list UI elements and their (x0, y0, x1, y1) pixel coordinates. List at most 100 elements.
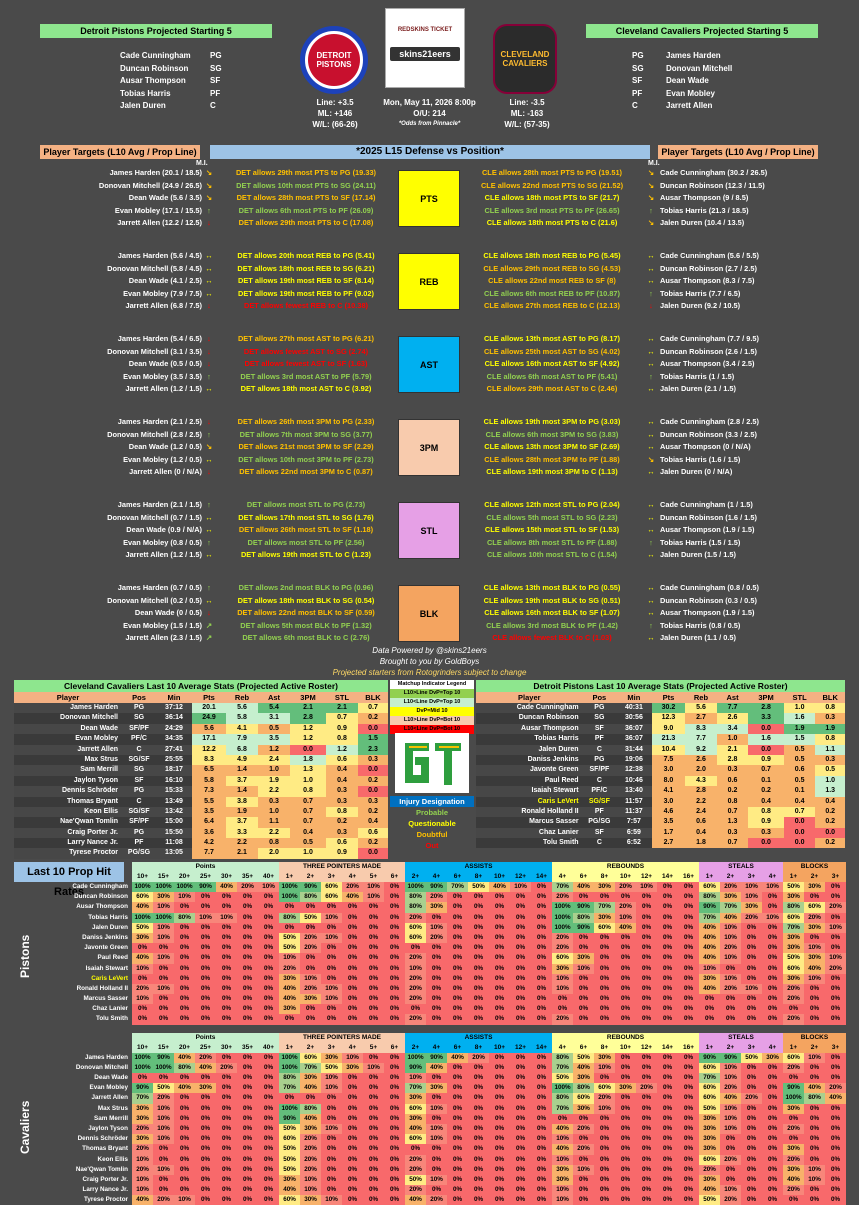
hit-rate-cell: 0% (132, 973, 153, 984)
stat-cell: 3.0 (651, 765, 686, 776)
hit-rate-col: 6+ (384, 1042, 405, 1053)
hit-rate-cell: 0% (237, 1073, 258, 1084)
stat-cell: 0.8 (748, 806, 784, 818)
defense-rank-det: DET allows 27th most AST to PG (6.21) (237, 334, 375, 343)
hit-rate-row: Dean Wade 0% 0% 0% 0% 0% 0% 0% 80% 30% 10% 0% 0% 0% 10… (14, 1073, 846, 1084)
hit-rate-row: Isaiah Stewart 10% 0% 0% 0% 0% 0% 0% 20% 0% 0% 0% 0%… (14, 963, 846, 974)
stat-row: Sam Merrill SG 18:17 6.5 1.4 1.0 1.3 0.4 0.0 (14, 765, 388, 776)
hit-rate-cell: 0% (636, 973, 657, 984)
stat-cell: PF/C (131, 735, 147, 743)
hit-rate-row: Tolu Smith 0% 0% 0% 0% 0% 0% 0% 0% 0% 0% 0% 0% 0% 20% 0… (14, 1014, 846, 1025)
hit-rate-cell: 20% (573, 1144, 594, 1155)
hit-rate-cell: 10% (720, 1113, 741, 1124)
hit-rate-cell: 60% (804, 902, 825, 913)
hit-rate-cell: 0% (573, 1113, 594, 1124)
hit-rate-cell: 10% (153, 922, 174, 933)
right-mi-label: M.I. (648, 160, 660, 167)
hit-rate-cell: 0% (258, 1004, 279, 1015)
hit-rate-cell: 10% (279, 953, 300, 964)
hit-rate-cell: 20% (720, 1154, 741, 1165)
injury-probable: Probable (415, 808, 449, 817)
hit-rate-cell: 0% (216, 1052, 237, 1063)
hit-rate-cell: 0% (258, 1164, 279, 1175)
hit-rate-team-label: Pistons (18, 935, 32, 979)
hit-rate-cell: 0% (174, 943, 195, 954)
hit-rate-cell: 0% (258, 963, 279, 974)
stat-cell: 1.1 (258, 817, 290, 828)
hit-rate-cell: 0% (531, 1164, 552, 1175)
hit-rate-cell: 0% (531, 953, 552, 964)
hit-rate-cell: 20% (405, 994, 426, 1005)
stat-cell: 0.4 (748, 796, 784, 807)
stat-cell: 0.4 (783, 796, 816, 807)
stat-cell: 0.0 (783, 827, 816, 839)
hit-rate-col: 20+ (174, 1042, 195, 1053)
trend-arrow-icon: ↔ (647, 608, 655, 618)
hit-rate-cell: 30% (804, 882, 825, 893)
hit-rate-cell: 0% (342, 1164, 363, 1175)
hit-rate-row: Larry Nance Jr. 10% 0% 0% 0% 0% 0% 0% 40% 10% 0% 0%… (14, 1185, 846, 1196)
stat-cell: 1.6 (783, 713, 816, 724)
hit-rate-cell: 0% (573, 1154, 594, 1165)
hit-rate-col-row: 10+ 15+ 20+ 25+ 30+ 35+ 40+ 1+ 2+ 3+ 4+ 5+ 6+ 2+ 4+ 6+ 8… (132, 872, 846, 882)
hit-rate-cell: 0% (762, 1144, 783, 1155)
hit-rate-cell: 0% (510, 912, 531, 923)
hit-rate-cell: 0% (405, 943, 426, 954)
stat-cell: 11:57 (625, 797, 643, 805)
hit-rate-col: 1+ (279, 872, 300, 882)
hit-rate-col: 8+ (594, 1042, 615, 1053)
trend-arrow-icon: ↘ (647, 193, 655, 203)
hit-rate-cell: 0% (636, 1174, 657, 1186)
hit-rate-cell: 10% (573, 963, 594, 974)
stat-cell: 2.1 (326, 703, 358, 714)
stat-cell: 4.1 (651, 786, 686, 797)
det-record: W/L: (66-26) (312, 120, 358, 129)
hit-rate-cell: 0% (678, 902, 699, 913)
stat-cell: 0.7 (748, 765, 784, 776)
hit-rate-cell: 0% (615, 994, 636, 1005)
stat-cell: 2.1 (716, 744, 749, 755)
hit-rate-cell: 0% (195, 963, 216, 974)
stat-cell: 16:10 (165, 776, 183, 784)
stat-cell: 3.6 (192, 827, 226, 839)
hit-rate-cell: 100% (279, 1103, 300, 1114)
hit-rate-cell: 0% (636, 1195, 657, 1205)
stat-cell: 1.2 (326, 744, 358, 755)
hit-rate-cell: 0% (258, 1185, 279, 1196)
hit-rate-cell: 0% (300, 1004, 321, 1015)
hit-rate-cell: 50% (783, 882, 804, 893)
hit-rate-cell: 90% (153, 1052, 174, 1063)
hit-rate-cell: 0% (216, 902, 237, 913)
hit-rate-cell: 20% (720, 983, 741, 995)
stat-row: Chaz Lanier SF 6:59 1.7 0.4 0.3 0.3 0.0 0.0 (476, 827, 845, 839)
hit-rate-cell: 0% (300, 1093, 321, 1104)
stat-cell: 0.6 (716, 775, 749, 787)
injury-out: Out (425, 841, 439, 850)
stat-cell: 7.5 (651, 754, 686, 766)
hit-rate-cell: 0% (636, 1123, 657, 1135)
trend-arrow-icon: ↘ (205, 442, 213, 452)
hit-rate-row: Paul Reed 40% 10% 0% 0% 0% 0% 0% 10% 0% 0% 0% 0% 0% 20… (14, 953, 846, 964)
stat-cell: 3.5 (651, 817, 686, 828)
stat-cell: 2.8 (748, 703, 784, 714)
stat-cell: 0.5 (783, 744, 816, 755)
target-player-right: Tobias Harris (1.5 / 1.5) (660, 537, 741, 547)
stat-cell: 3.5 (192, 806, 226, 818)
hit-rate-cell: 0% (636, 902, 657, 913)
hit-rate-cell: 0% (594, 892, 615, 903)
target-player-right: Ausar Thompson (0 / N/A) (660, 442, 751, 452)
hit-rate-cell: 0% (741, 1004, 762, 1015)
hit-rate-col: 4+ (342, 1042, 363, 1053)
hit-rate-cell: 0% (342, 953, 363, 964)
hit-rate-cell: 30% (552, 1164, 573, 1175)
hit-rate-cell: 0% (489, 1144, 510, 1155)
hit-rate-cell: 10% (804, 1164, 825, 1175)
hit-rate-row: Marcus Sasser 10% 0% 0% 0% 0% 0% 0% 40% 30% 10% 0% 0… (14, 994, 846, 1005)
hit-rate-cell: 0% (489, 1103, 510, 1114)
hit-rate-player: Nae'Qwan Tomlin (75, 1165, 128, 1173)
hit-rate-cell: 0% (279, 922, 300, 933)
hit-rate-cell: 0% (321, 1103, 342, 1114)
hit-rate-cell: 10% (594, 1062, 615, 1073)
trend-arrow-icon: ↑ (649, 537, 653, 547)
hit-rate-cell: 0% (321, 1174, 342, 1186)
